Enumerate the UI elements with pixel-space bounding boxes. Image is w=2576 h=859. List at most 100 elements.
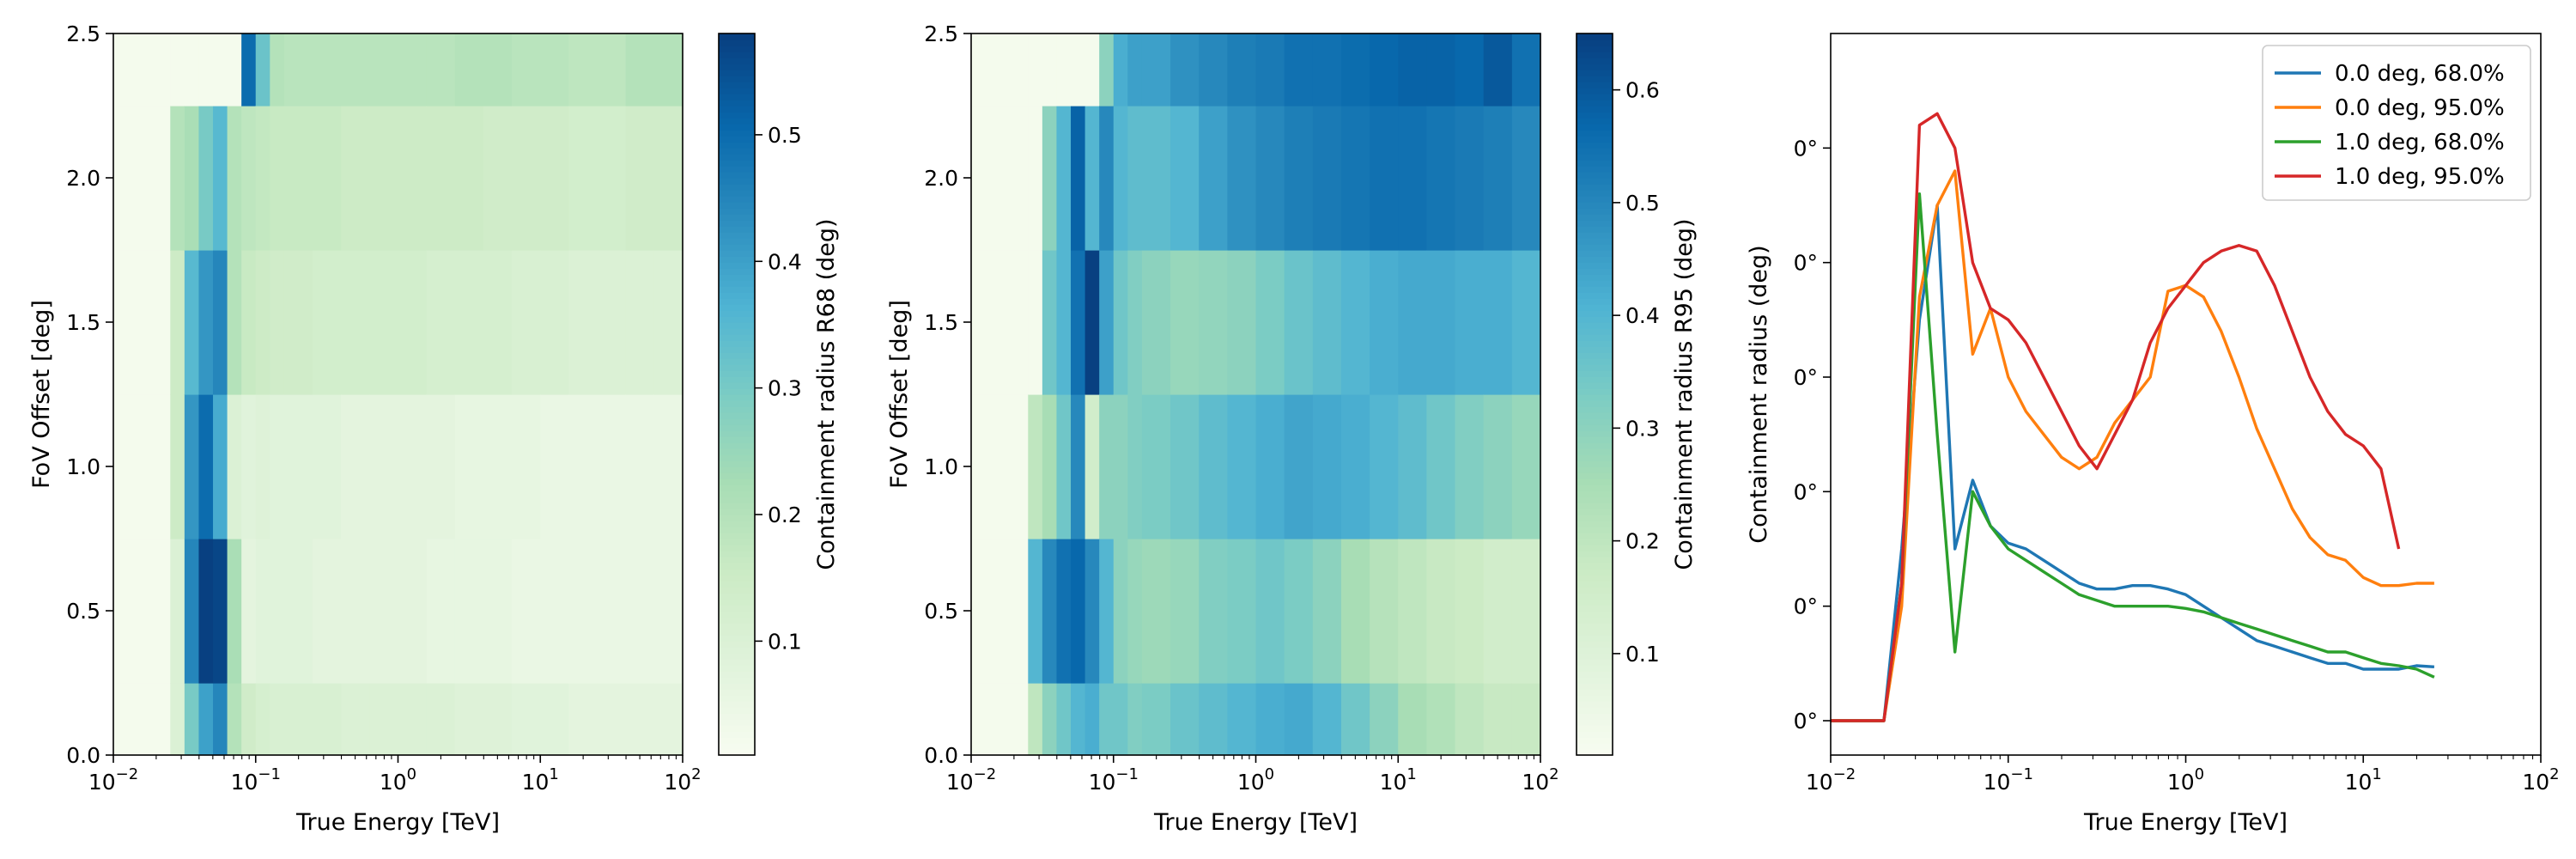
r68-cell — [213, 250, 228, 395]
r95-colorbar-swatch — [1577, 749, 1613, 756]
legend-entry: 0.0 deg, 95.0% — [2335, 95, 2505, 121]
r68-colorbar-swatch — [719, 509, 755, 515]
r95-cell — [1141, 539, 1171, 684]
tick-exponent: −2 — [974, 765, 997, 783]
r95-colorbar-frame — [1576, 33, 1613, 756]
r95-colorbar-swatch — [1577, 424, 1613, 431]
r95-colorbar-swatch — [1577, 166, 1613, 173]
tick-exponent: 1 — [2372, 765, 2381, 783]
line-x-tick-label: 102 — [2522, 765, 2559, 795]
r95-cell — [1370, 539, 1399, 684]
tick-base: 10 — [664, 770, 691, 795]
r68-cell — [597, 250, 627, 395]
r95-cell — [1227, 106, 1257, 251]
r68-cell — [313, 394, 342, 539]
r95-cell — [1455, 34, 1485, 107]
r95-colorbar-swatch — [1577, 412, 1613, 419]
r95-colorbar-swatch — [1577, 238, 1613, 245]
r95-cell — [1141, 34, 1171, 107]
r95-colorbar-swatch — [1577, 611, 1613, 618]
r68-cell — [170, 250, 185, 395]
r68-cell — [597, 539, 627, 684]
r68-colorbar-swatch — [719, 503, 755, 509]
r68-cell — [597, 34, 627, 107]
r95-colorbar-swatch — [1577, 442, 1613, 449]
r95-cell — [1426, 106, 1456, 251]
r95-colorbar-tick-label: 0.2 — [1625, 529, 1660, 554]
r68-colorbar-swatch — [719, 304, 755, 311]
r95-cell — [1056, 394, 1072, 539]
r95-cell — [1284, 34, 1314, 107]
tick-base: 10 — [88, 770, 116, 795]
r95-colorbar-swatch — [1577, 382, 1613, 389]
r95-colorbar-swatch — [1577, 322, 1613, 329]
r68-colorbar: 0.1 0.2 0.3 0.4 0.5 Containment radius R68 (d… — [718, 33, 840, 756]
r68-cell — [255, 394, 270, 539]
r95-y-tick-label: 1.0 — [924, 454, 958, 479]
r68-colorbar-swatch — [719, 418, 755, 425]
r95-colorbar-swatch — [1577, 713, 1613, 720]
r95-cell — [1028, 539, 1043, 684]
r95-colorbar-swatch — [1577, 208, 1613, 215]
r95-cell — [1511, 683, 1541, 756]
r95-colorbar-label: Containment radius R95 (deg) — [1671, 218, 1698, 570]
r68-colorbar-swatch — [719, 220, 755, 227]
r95-colorbar-swatch — [1577, 460, 1613, 467]
r95-cell — [1042, 250, 1058, 395]
r68-colorbar-swatch — [719, 527, 755, 533]
r68-cell — [313, 106, 342, 251]
r95-y-tick-label: 1.5 — [924, 310, 958, 335]
r95-colorbar-swatch — [1577, 112, 1613, 119]
r68-cell — [283, 539, 313, 684]
line-x-axis-label: True Energy [TeV] — [2083, 809, 2287, 836]
r68-x-axis-label: True Energy [TeV] — [295, 809, 500, 836]
r68-colorbar-swatch — [719, 629, 755, 636]
r68-colorbar-swatch — [719, 569, 755, 576]
tick-exponent: 2 — [2549, 765, 2559, 783]
r95-colorbar-swatch — [1577, 743, 1613, 750]
r68-colorbar-swatch — [719, 34, 755, 40]
r95-cell — [1056, 106, 1072, 251]
r68-cell — [184, 34, 200, 107]
r95-cell — [1398, 539, 1427, 684]
r95-cell — [1199, 394, 1228, 539]
r68-cell — [483, 34, 513, 107]
r95-cell — [1084, 34, 1100, 107]
r95-cell — [1127, 34, 1143, 107]
r68-cell — [313, 683, 342, 756]
r68-colorbar-swatch — [719, 713, 755, 720]
r68-colorbar-swatch — [719, 286, 755, 293]
r68-colorbar-swatch — [719, 623, 755, 630]
line-x-tick-label: 100 — [2167, 765, 2204, 795]
r68-cell — [653, 683, 683, 756]
r68-cell — [270, 683, 285, 756]
r95-cell — [1483, 34, 1513, 107]
r95-cell — [1340, 539, 1370, 684]
r68-cell — [653, 106, 683, 251]
r68-colorbar-swatch — [719, 88, 755, 94]
r68-cell — [270, 106, 285, 251]
r95-colorbar-swatch — [1577, 527, 1613, 533]
r95-colorbar-tick-label: 0.1 — [1625, 642, 1660, 667]
r68-cell — [113, 34, 171, 107]
r95-colorbar-swatch — [1577, 220, 1613, 227]
r95-colorbar-swatch — [1577, 58, 1613, 64]
r68-colorbar-swatch — [719, 749, 755, 756]
r95-colorbar-swatch — [1577, 677, 1613, 684]
r68-colorbar-swatch — [719, 316, 755, 323]
r68-colorbar-swatch — [719, 136, 755, 143]
r68-colorbar-swatch — [719, 394, 755, 401]
r68-cell — [113, 683, 171, 756]
r95-colorbar-swatch — [1577, 430, 1613, 437]
r68-colorbar-swatch — [719, 52, 755, 58]
r95-cell — [1170, 34, 1200, 107]
r68-colorbar-swatch — [719, 292, 755, 299]
r68-colorbar-swatch — [719, 587, 755, 594]
r95-colorbar-swatch — [1577, 244, 1613, 251]
r95-cell — [1255, 539, 1285, 684]
r95-y-axis-label: FoV Offset [deg] — [886, 300, 913, 489]
r95-colorbar: 0.1 0.2 0.3 0.4 0.5 0.6 Containment radius R95… — [1576, 33, 1698, 756]
r95-colorbar-swatch — [1577, 737, 1613, 744]
r68-colorbar-swatch — [719, 370, 755, 377]
